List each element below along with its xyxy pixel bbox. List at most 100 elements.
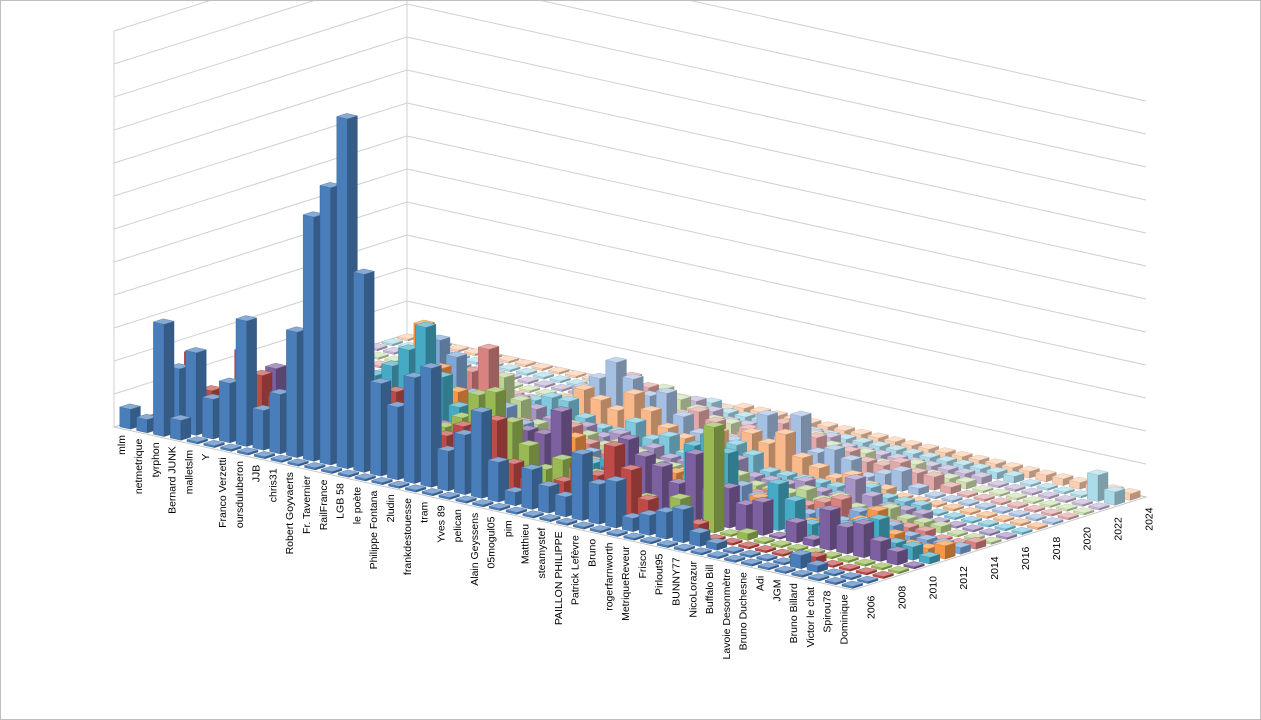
bar-top-face [152, 318, 175, 325]
bar-top-face [119, 403, 142, 410]
bar [806, 560, 829, 573]
bar-side-face [714, 424, 725, 534]
bar-top-face [985, 467, 1008, 473]
bar-top-face [604, 476, 627, 482]
bar-top-face [687, 406, 710, 413]
gridline [113, 168, 1147, 333]
category-tick-label: Pirlout95 [654, 553, 666, 595]
bar-top-face [550, 383, 573, 390]
bar-top-face [639, 405, 663, 412]
bar-front-face [202, 396, 214, 440]
bar-top-face [1034, 469, 1057, 476]
category-tick-label: Bruno Duchesne [738, 572, 750, 650]
bar-front-face [703, 424, 715, 534]
bar-top-face [414, 321, 437, 328]
bar-front-face [353, 271, 365, 473]
bar-top-face [886, 546, 909, 553]
bar [754, 545, 777, 554]
bar-top-face [589, 394, 612, 401]
bar [656, 540, 679, 548]
bar-top-face [509, 395, 532, 402]
bar [946, 529, 969, 538]
bar [1024, 513, 1048, 522]
bar [939, 481, 962, 495]
bar-top-face [901, 541, 924, 548]
bar [989, 497, 1013, 506]
bar-top-face [950, 450, 974, 457]
bar-top-face [936, 464, 959, 471]
bar-top-face [952, 459, 975, 466]
bar-top-face [659, 453, 682, 460]
bar-top-face [655, 387, 678, 394]
bar [639, 536, 662, 545]
bar [354, 473, 377, 482]
bar [286, 458, 310, 467]
bar [1020, 487, 1043, 496]
bar-top-face [550, 406, 573, 413]
bar [790, 569, 814, 578]
bar-top-face [669, 493, 692, 500]
category-tick-label: BUNNY77 [671, 557, 683, 606]
bar-top-face [1002, 470, 1025, 477]
bar [1008, 509, 1031, 518]
bar-top-face [757, 562, 780, 569]
bar-top-face [572, 521, 595, 528]
chart-gridlines [113, 1, 1147, 498]
bar-top-face [656, 540, 679, 546]
year-tick-label: 2022 [1112, 517, 1124, 541]
bar [572, 521, 595, 530]
bar-top-face [839, 572, 863, 579]
bar [1057, 512, 1080, 521]
bar [786, 543, 809, 552]
bar-top-face [722, 546, 745, 553]
bar-top-face [1071, 498, 1094, 505]
bar [690, 547, 713, 556]
bar-top-face [775, 470, 798, 477]
bar-front-face [554, 494, 567, 518]
bar-top-face [522, 510, 545, 517]
bar [1019, 479, 1042, 487]
bar-top-face [774, 428, 797, 435]
year-tick-label: 2020 [1082, 527, 1094, 551]
bar-top-face [270, 454, 293, 461]
bar-top-face [749, 406, 772, 413]
bar-top-face [833, 425, 856, 431]
bar-top-face [818, 505, 842, 511]
year-tick-label: 2008 [897, 586, 909, 610]
bar [902, 561, 926, 570]
bar-top-face [303, 462, 326, 469]
bar-top-face [540, 392, 563, 399]
category-tick-label: pelican [452, 509, 464, 542]
bar-top-face [1072, 507, 1095, 514]
bar-top-face [838, 563, 861, 570]
bar [381, 338, 404, 347]
bar [589, 525, 612, 534]
bar-top-face [769, 540, 793, 547]
bar [1054, 495, 1077, 504]
year-tick-label: 2018 [1051, 537, 1063, 561]
bar-front-face [420, 365, 432, 488]
bar [488, 502, 511, 511]
category-tick-label: Dominique [838, 594, 850, 644]
bar-front-face [169, 417, 182, 441]
bar [547, 366, 570, 375]
bar-top-face [956, 490, 979, 496]
bar [985, 467, 1008, 480]
bar-top-face [953, 468, 976, 475]
bar-top-face [574, 412, 597, 419]
bar-front-face [538, 484, 550, 514]
category-tick-label: Philippe Fontana [368, 490, 380, 569]
bar-top-face [219, 443, 242, 450]
bar-front-face [853, 522, 865, 559]
bar-side-face [180, 417, 192, 441]
bar [1026, 522, 1049, 530]
bar [1006, 501, 1029, 510]
bar-top-face [1019, 479, 1042, 485]
bar-top-face [557, 395, 580, 402]
bar [320, 465, 343, 474]
bar-top-face [922, 471, 945, 478]
bar-top-face [537, 481, 560, 487]
category-tick-label: RailFrance [318, 479, 330, 530]
bar [977, 519, 1000, 528]
